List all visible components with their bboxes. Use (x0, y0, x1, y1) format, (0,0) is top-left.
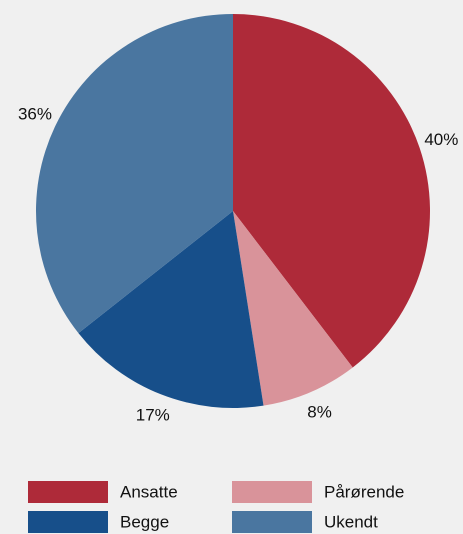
data-label: 40% (424, 130, 458, 149)
data-label: 17% (136, 405, 170, 424)
legend-swatch (232, 481, 312, 503)
legend-label: Ansatte (120, 482, 178, 501)
legend-label: Ukendt (324, 512, 378, 531)
legend-label: Pårørende (324, 482, 404, 501)
pie-slice (233, 211, 353, 406)
data-label: 8% (307, 403, 332, 422)
pie-slice (78, 211, 264, 408)
legend-swatch (28, 511, 108, 533)
data-label: 36% (18, 105, 52, 124)
legend-swatch (28, 481, 108, 503)
legend-label: Begge (120, 512, 169, 531)
legend-swatch (232, 511, 312, 533)
pie-slice (36, 14, 234, 334)
pie-slice (233, 14, 430, 368)
